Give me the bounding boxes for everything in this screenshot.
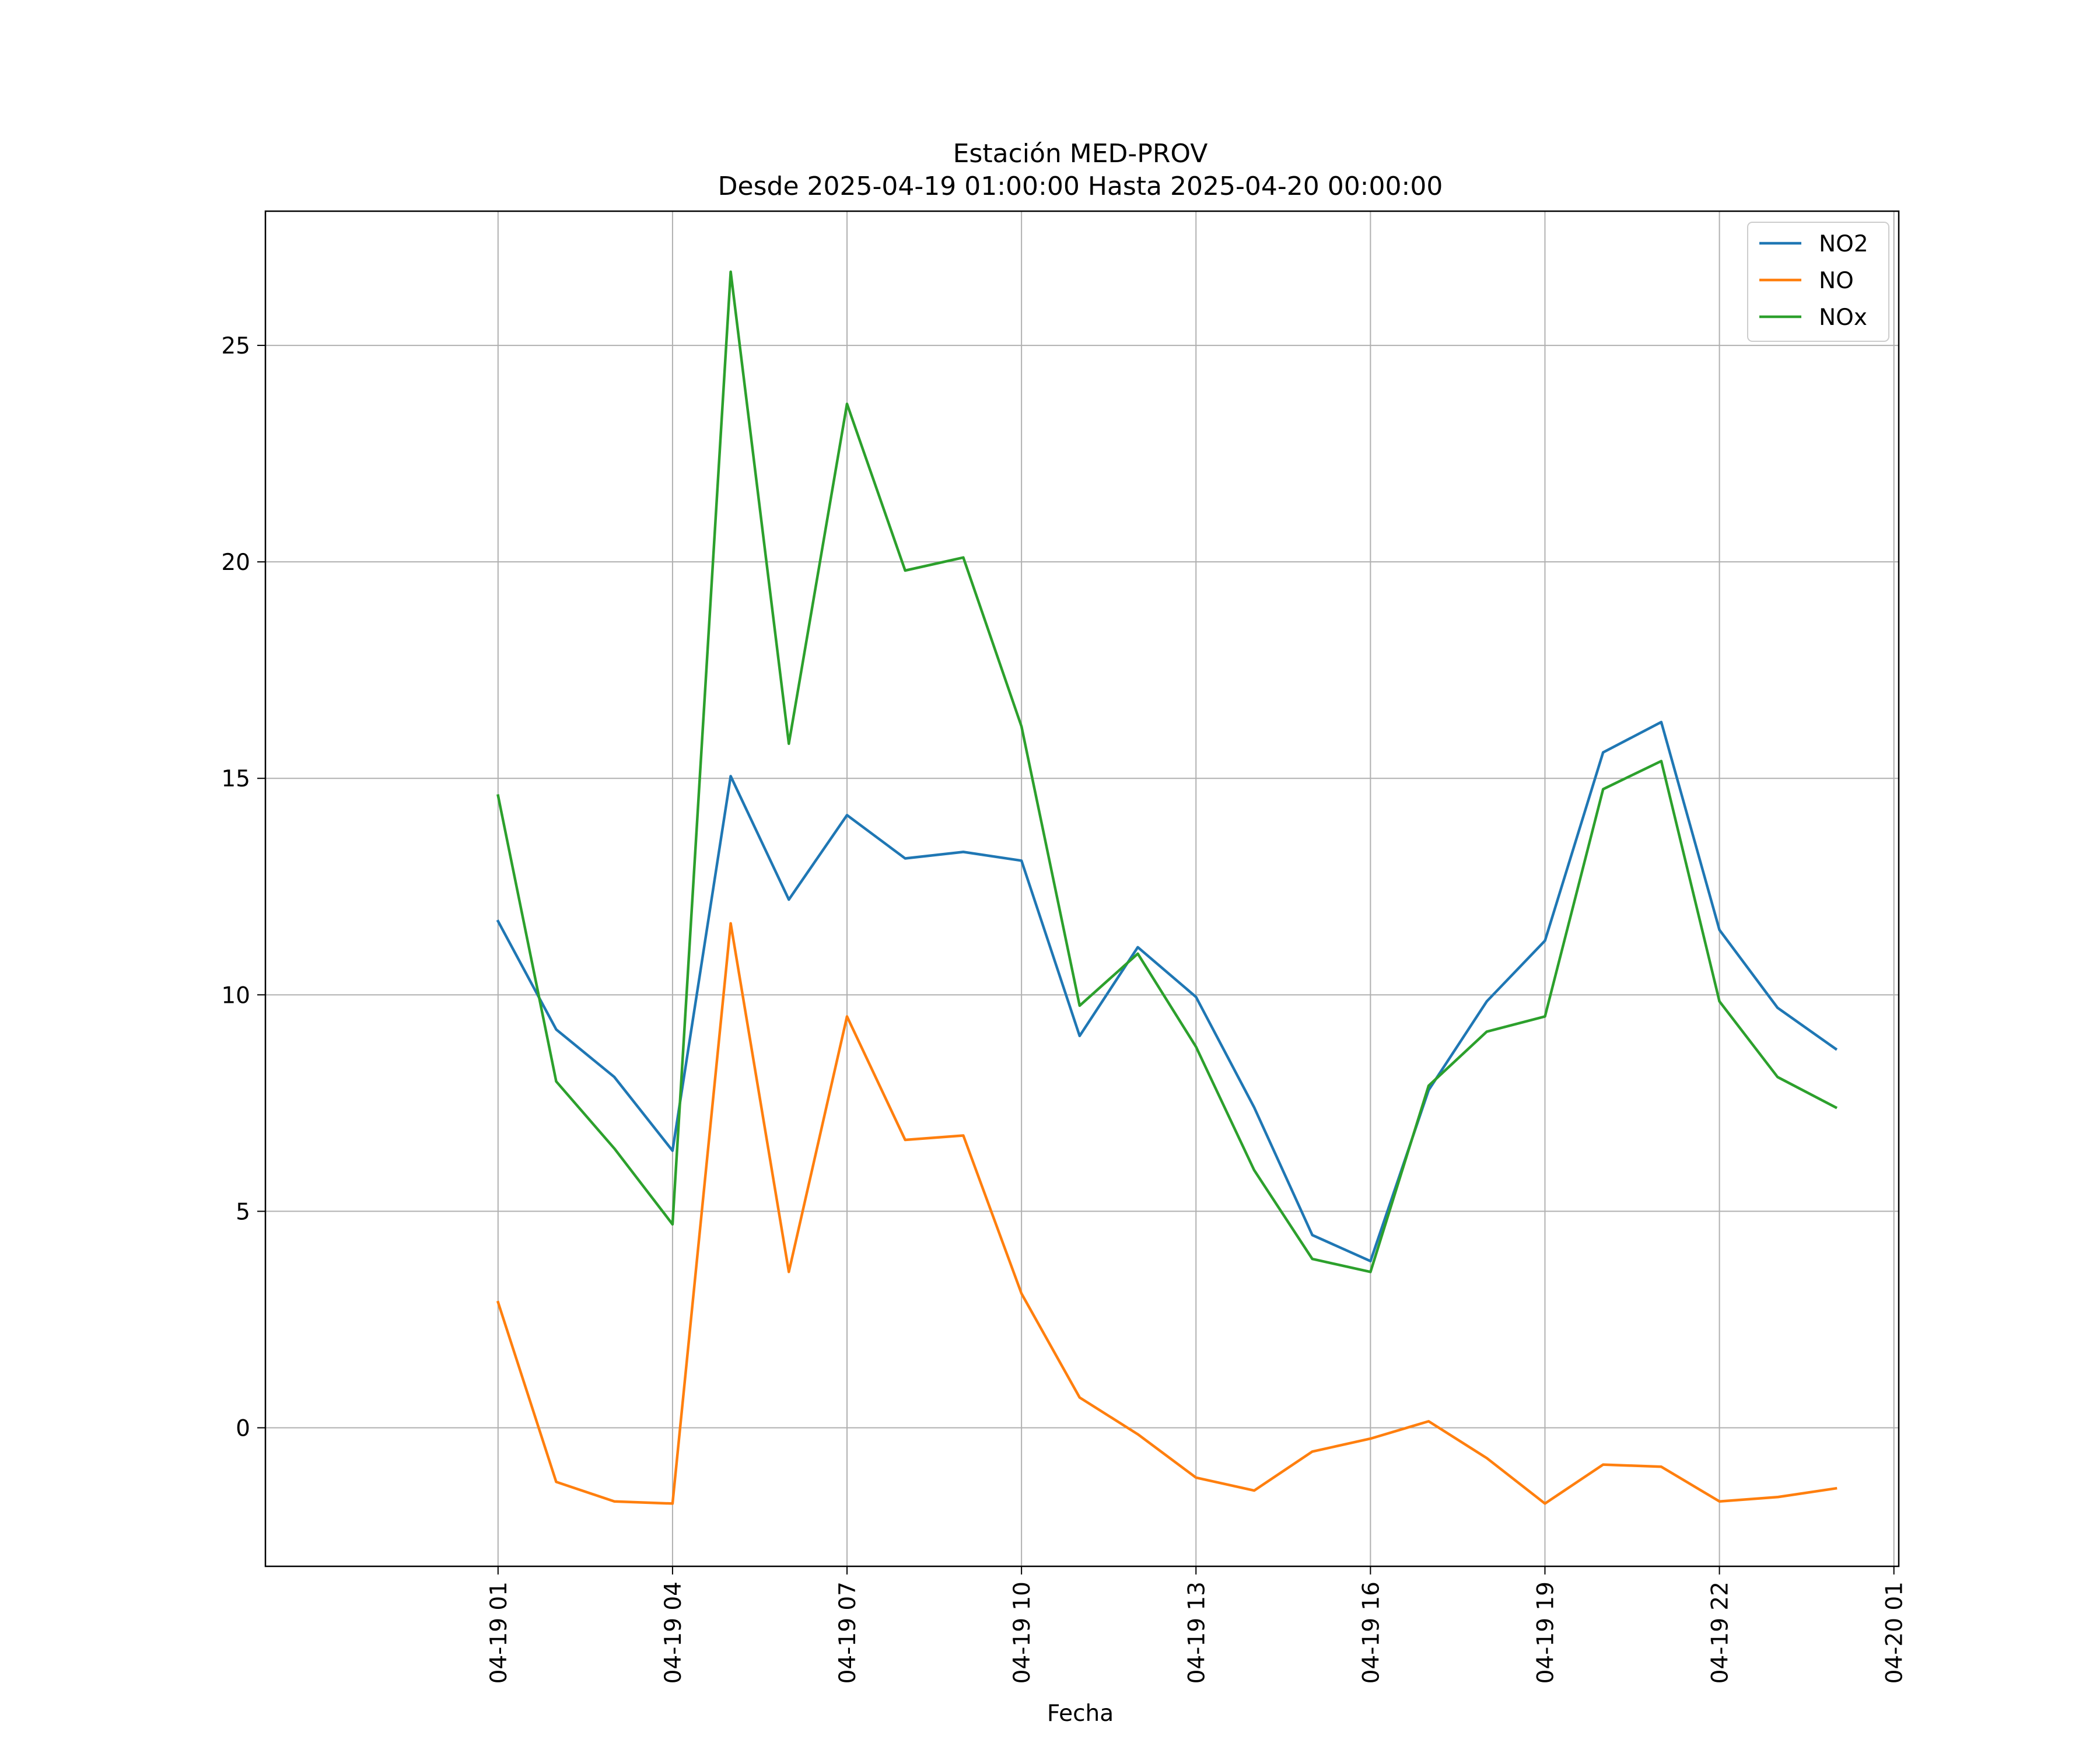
y-tick-label: 25 xyxy=(221,333,250,359)
x-tick-label: 04-19 10 xyxy=(1009,1581,1035,1684)
x-tick-label: 04-19 01 xyxy=(486,1581,512,1684)
legend: NO2 NO NOx xyxy=(1747,222,1889,342)
x-tick-label: 04-19 22 xyxy=(1707,1581,1734,1684)
x-tick-label: 04-19 16 xyxy=(1358,1581,1384,1684)
chart-title: Estación MED-PROV xyxy=(953,139,1208,169)
x-tick-label: 04-20 01 xyxy=(1882,1581,1908,1684)
series-lines xyxy=(496,270,1838,1505)
legend-label-no2: NO2 xyxy=(1819,231,1868,257)
grid-lines xyxy=(265,211,1899,1566)
axis-ticks: 04-19 01 04-19 04 04-19 07 04-19 10 04-19 13… xyxy=(221,333,1908,1684)
axes-frame xyxy=(264,210,1900,1567)
legend-box xyxy=(1747,222,1889,342)
x-axis-label: Fecha xyxy=(1047,1700,1114,1727)
y-tick-label: 5 xyxy=(236,1199,250,1225)
series-line-nox xyxy=(496,270,1838,1273)
legend-label-nox: NOx xyxy=(1819,305,1867,331)
chart-subtitle: Desde 2025-04-19 01:00:00 Hasta 2025-04-… xyxy=(718,172,1443,201)
y-tick-label: 15 xyxy=(221,766,250,792)
y-tick-label: 0 xyxy=(236,1416,250,1442)
series-line-no2 xyxy=(496,720,1838,1263)
x-tick-label: 04-19 13 xyxy=(1184,1581,1210,1684)
legend-label-no: NO xyxy=(1819,268,1854,294)
x-tick-label: 04-19 07 xyxy=(835,1581,861,1684)
x-tick-label: 04-19 04 xyxy=(660,1581,687,1684)
x-tick-label: 04-19 19 xyxy=(1532,1581,1559,1684)
y-tick-label: 20 xyxy=(221,550,250,576)
series-line-no xyxy=(496,922,1838,1505)
y-tick-label: 10 xyxy=(221,982,250,1009)
